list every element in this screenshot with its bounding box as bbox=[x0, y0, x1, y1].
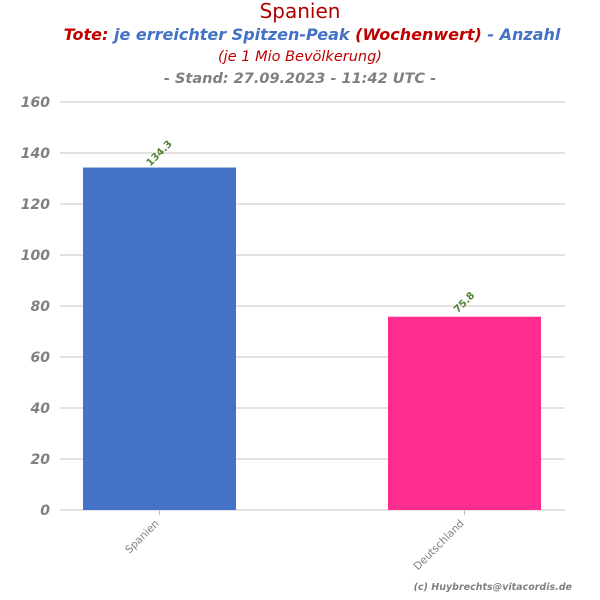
chart-stand-date: - Stand: 27.09.2023 - 11:42 UTC - bbox=[164, 71, 436, 87]
subtitle-part-peak: je erreichter Spitzen-Peak bbox=[111, 25, 351, 44]
y-tick-label: 40 bbox=[30, 401, 51, 417]
data-label: 134.3 bbox=[145, 139, 175, 169]
subtitle-part-tote: Tote: bbox=[64, 25, 109, 44]
subtitle-part-wochenwert: (Wochenwert) bbox=[355, 25, 482, 44]
chart-credit: (c) Huybrechts@vitacordis.de bbox=[414, 582, 573, 593]
x-tick-label: Spanien bbox=[123, 518, 162, 557]
y-tick-label: 20 bbox=[31, 452, 51, 468]
data-label: 75.8 bbox=[452, 290, 477, 315]
bar-spanien bbox=[83, 167, 236, 510]
x-tick-label: Deutschland bbox=[412, 518, 467, 573]
y-tick-label: 160 bbox=[21, 95, 50, 111]
bar-deutschland bbox=[388, 316, 541, 510]
chart-subtitle-2: (je 1 Mio Bevölkerung) bbox=[218, 49, 382, 65]
y-tick-label: 60 bbox=[31, 350, 51, 366]
bars bbox=[83, 167, 541, 510]
y-tick-label: 0 bbox=[40, 503, 50, 519]
chart-title: Spanien bbox=[260, 0, 341, 23]
y-tick-label: 140 bbox=[21, 146, 50, 162]
chart-subtitle: Tote: je erreichter Spitzen-Peak (Wochen… bbox=[64, 25, 561, 44]
subtitle-part-anzahl: - Anzahl bbox=[487, 25, 560, 44]
y-tick-label: 80 bbox=[31, 299, 51, 315]
y-axis-ticks: 0 20 40 60 80 100 120 140 160 bbox=[21, 95, 50, 519]
y-tick-label: 100 bbox=[21, 248, 50, 264]
y-tick-label: 120 bbox=[21, 197, 50, 213]
x-axis-ticks: Spanien Deutschland bbox=[123, 510, 467, 573]
